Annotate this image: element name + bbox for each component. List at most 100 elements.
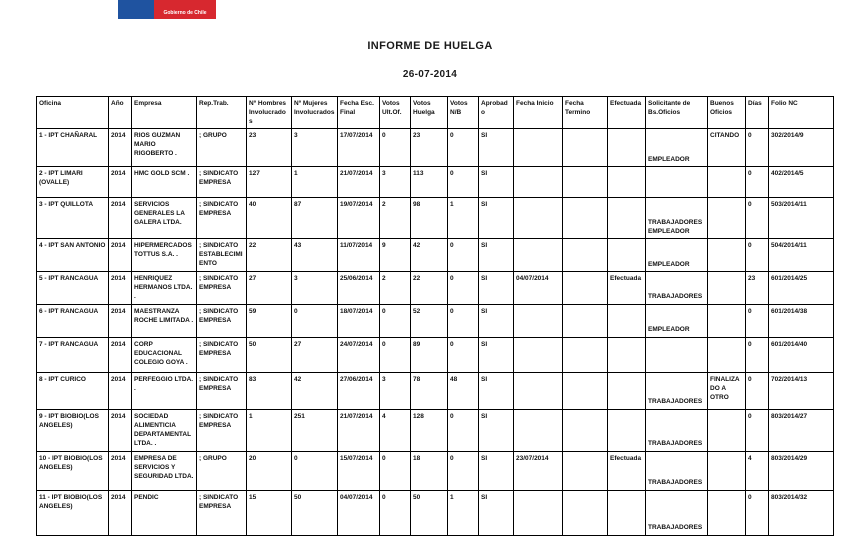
table-cell: SI	[478, 197, 514, 240]
table-cell: TRABAJADORES	[645, 408, 708, 452]
column-header: Rep.Trab.	[196, 95, 247, 130]
report-date: 26-07-2014	[402, 69, 458, 80]
table-cell: 402/2014/5	[768, 166, 834, 199]
table-cell: 2014	[108, 128, 132, 168]
table-cell	[645, 336, 708, 373]
table-cell	[607, 408, 646, 452]
table-cell: 803/2014/32	[768, 489, 834, 536]
table-cell: 11/07/2014	[337, 238, 380, 273]
table-cell: ; SINDICATO EMPRESA	[196, 303, 247, 338]
table-cell: 17/07/2014	[337, 128, 380, 168]
gobierno-de-chile-logo: Gobierno de Chile	[118, 0, 216, 19]
table-cell: Efectuada	[607, 450, 646, 491]
table-cell: TRABAJADORES EMPLEADOR	[645, 197, 708, 240]
table-cell: 42	[291, 371, 338, 410]
table-cell: 2014	[108, 303, 132, 338]
table-cell: 89	[410, 336, 448, 373]
table-cell	[607, 489, 646, 536]
table-cell	[607, 238, 646, 273]
table-cell: TRABAJADORES	[645, 271, 708, 305]
table-cell: CITANDO	[707, 128, 746, 168]
table-cell: ; SINDICATO EMPRESA	[196, 271, 247, 305]
table-cell: 3	[291, 271, 338, 305]
logo-flag-red: Gobierno de Chile	[154, 0, 216, 19]
table-cell	[562, 238, 608, 273]
table-cell: ; SINDICATO ESTABLECIMIENTO	[196, 238, 247, 273]
report-title: INFORME DE HUELGA	[367, 40, 493, 52]
table-cell: ; SINDICATO EMPRESA	[196, 489, 247, 536]
table-cell: 504/2014/11	[768, 238, 834, 273]
table-cell: 50	[410, 489, 448, 536]
table-cell: TRABAJADORES	[645, 450, 708, 491]
table-cell: 9 - IPT BIOBIO(LOS ANGELES)	[36, 408, 109, 452]
table-cell	[562, 489, 608, 536]
table-cell	[645, 166, 708, 199]
table-cell: 2 - IPT LIMARI (OVALLE)	[36, 166, 109, 199]
table-cell	[607, 166, 646, 199]
table-cell: ; GRUPO	[196, 128, 247, 168]
table-cell: ; SINDICATO EMPRESA	[196, 371, 247, 410]
table-cell: 22	[410, 271, 448, 305]
table-cell: 10 - IPT BIOBIO(LOS ANGELES)	[36, 450, 109, 491]
table-cell: 0	[291, 450, 338, 491]
table-cell: 302/2014/9	[768, 128, 834, 168]
table-cell: 3	[379, 371, 411, 410]
table-body: 1 - IPT CHAÑARAL 2014 RIOS GUZMAN MARIO RI…	[36, 128, 834, 536]
table-cell: SERVICIOS GENERALES LA GALERA LTDA.	[131, 197, 197, 240]
table-cell	[707, 336, 746, 373]
column-header: Nº Hombres Involucrados	[246, 95, 292, 130]
table-cell: 0	[745, 408, 769, 452]
column-header: Buenos Oficios	[707, 95, 746, 130]
table-cell: 0	[745, 238, 769, 273]
table-cell: 0	[745, 336, 769, 373]
table-cell: 23	[745, 271, 769, 305]
table-cell: EMPLEADOR	[645, 128, 708, 168]
table-cell	[562, 450, 608, 491]
table-cell: 43	[291, 238, 338, 273]
table-cell: HENRIQUEZ HERMANOS LTDA. .	[131, 271, 197, 305]
table-cell: 503/2014/11	[768, 197, 834, 240]
table-cell: 601/2014/38	[768, 303, 834, 338]
table-cell: SI	[478, 336, 514, 373]
table-cell: 18/07/2014	[337, 303, 380, 338]
column-header: Fecha Esc. Final	[337, 95, 380, 130]
table-cell	[562, 166, 608, 199]
table-cell: 21/07/2014	[337, 408, 380, 452]
table-cell	[513, 238, 563, 273]
table-cell: FINALIZADO A OTRO	[707, 371, 746, 410]
table-cell: EMPRESA DE SERVICIOS Y SEGURIDAD LTDA.	[131, 450, 197, 491]
column-header: Folio NC	[768, 95, 834, 130]
table-cell	[562, 271, 608, 305]
table-row: 4 - IPT SAN ANTONIO 2014 HIPERMERCADOS TOT…	[36, 238, 834, 273]
table-cell: SI	[478, 371, 514, 410]
table-cell	[707, 166, 746, 199]
table-cell: 2014	[108, 450, 132, 491]
table-cell	[513, 408, 563, 452]
table-cell: 128	[410, 408, 448, 452]
table-cell: 0	[447, 271, 479, 305]
table-cell: 3	[291, 128, 338, 168]
column-header: Votos N/B	[447, 95, 479, 130]
table-cell: 50	[291, 489, 338, 536]
table-cell	[607, 197, 646, 240]
table-cell: 40	[246, 197, 292, 240]
column-header: Días	[745, 95, 769, 130]
table-cell: 2	[379, 197, 411, 240]
table-cell: 27	[246, 271, 292, 305]
column-header: Nº Mujeres Involucrados	[291, 95, 338, 130]
table-cell: 1	[447, 197, 479, 240]
table-cell: 0	[379, 489, 411, 536]
table-cell: 0	[745, 128, 769, 168]
table-cell: 24/07/2014	[337, 336, 380, 373]
table-cell: 6 - IPT RANCAGUA	[36, 303, 109, 338]
table-cell: Efectuada	[607, 271, 646, 305]
table-cell: 127	[246, 166, 292, 199]
table-cell: SI	[478, 408, 514, 452]
table-cell: ; SINDICATO EMPRESA	[196, 166, 247, 199]
table-cell: 2014	[108, 489, 132, 536]
table-cell: 2014	[108, 238, 132, 273]
table-cell	[562, 197, 608, 240]
table-cell: 18	[410, 450, 448, 491]
table-cell: SI	[478, 303, 514, 338]
table-header-row: Oficina Año Empresa Rep.Trab. Nº Hombres Inv…	[36, 95, 834, 130]
